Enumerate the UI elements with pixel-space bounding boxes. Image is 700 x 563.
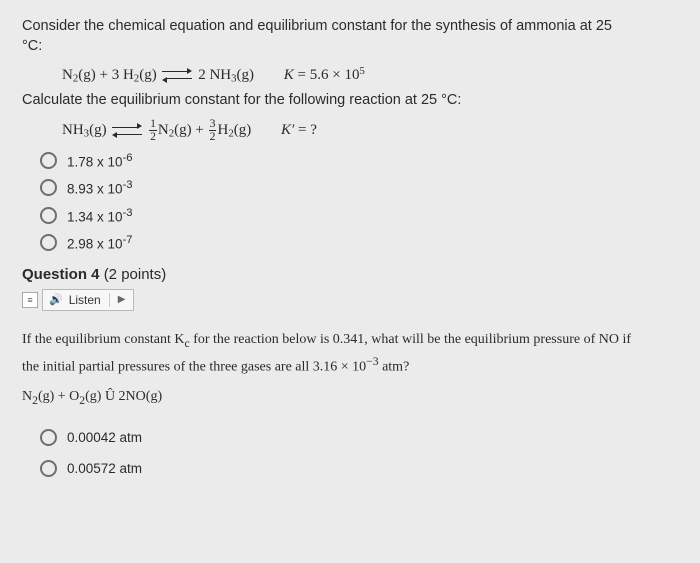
q3-option-label: 8.93 x 10-3 bbox=[67, 179, 133, 197]
q3-prompt: Consider the chemical equation and equil… bbox=[22, 16, 678, 57]
q4-option-2[interactable]: 0.00572 atm bbox=[40, 460, 678, 477]
q4-line2-exp: −3 bbox=[366, 355, 378, 368]
q3-equation-given: N2(g) + 3 H2(g) 2 NH3(g) K = 5.6 × 105 bbox=[62, 65, 678, 85]
radio-icon bbox=[40, 429, 57, 446]
radio-icon bbox=[40, 460, 57, 477]
q3-option-1[interactable]: 1.78 x 10-6 bbox=[40, 152, 678, 170]
q3-options: 1.78 x 10-6 8.93 x 10-3 1.34 x 10-3 2.98… bbox=[40, 152, 678, 252]
page-content: Consider the chemical equation and equil… bbox=[0, 0, 700, 507]
q4-body: If the equilibrium constant Kc for the r… bbox=[22, 329, 678, 380]
q3-prompt-line1: Consider the chemical equation and equil… bbox=[22, 18, 612, 34]
q3-option-label: 2.98 x 10-7 bbox=[67, 234, 133, 252]
radio-icon bbox=[40, 234, 57, 251]
q3-equation-target: NH3(g) 12N2(g) + 32H2(g) K′ = ? bbox=[62, 118, 678, 141]
q3-option-2[interactable]: 8.93 x 10-3 bbox=[40, 179, 678, 197]
q3-prompt-line2: °C: bbox=[22, 38, 42, 54]
q3-option-label: 1.34 x 10-3 bbox=[67, 207, 133, 225]
k-mantissa: 5.6 bbox=[310, 66, 329, 82]
q3-follow-text: Calculate the equilibrium constant for t… bbox=[22, 90, 678, 110]
q4-line2: the initial partial pressures of the thr… bbox=[22, 360, 366, 375]
listen-controls: ≡ 🔊 Listen ▶ bbox=[22, 289, 678, 311]
play-icon: ▶ bbox=[110, 294, 134, 305]
q4-header: Question 4 (2 points) bbox=[22, 266, 678, 283]
speaker-icon: 🔊 bbox=[43, 293, 69, 306]
q4-equation: N2(g) + O2(g) Û 2NO(g) bbox=[22, 389, 678, 407]
q4-option-label: 0.00572 atm bbox=[67, 461, 142, 476]
radio-icon bbox=[40, 179, 57, 196]
k-exp: 5 bbox=[359, 65, 364, 77]
q4-line2-tail: atm? bbox=[379, 360, 410, 375]
listen-button[interactable]: 🔊 Listen ▶ bbox=[42, 289, 134, 311]
listen-menu-icon[interactable]: ≡ bbox=[22, 292, 38, 308]
q4-option-1[interactable]: 0.00042 atm bbox=[40, 429, 678, 446]
q4-line1a: If the equilibrium constant K bbox=[22, 332, 185, 347]
q4-line1b: for the reaction below is 0.341, what wi… bbox=[190, 332, 631, 347]
radio-icon bbox=[40, 207, 57, 224]
listen-label: Listen bbox=[69, 293, 110, 307]
q3-option-label: 1.78 x 10-6 bbox=[67, 152, 133, 170]
q4-option-label: 0.00042 atm bbox=[67, 430, 142, 445]
q4-options: 0.00042 atm 0.00572 atm bbox=[40, 429, 678, 477]
kprime-rhs: ? bbox=[310, 122, 317, 138]
q4-title: Question 4 bbox=[22, 266, 100, 283]
q3-option-4[interactable]: 2.98 x 10-7 bbox=[40, 234, 678, 252]
radio-icon bbox=[40, 152, 57, 169]
q4-points: (2 points) bbox=[104, 266, 167, 283]
q3-option-3[interactable]: 1.34 x 10-3 bbox=[40, 207, 678, 225]
